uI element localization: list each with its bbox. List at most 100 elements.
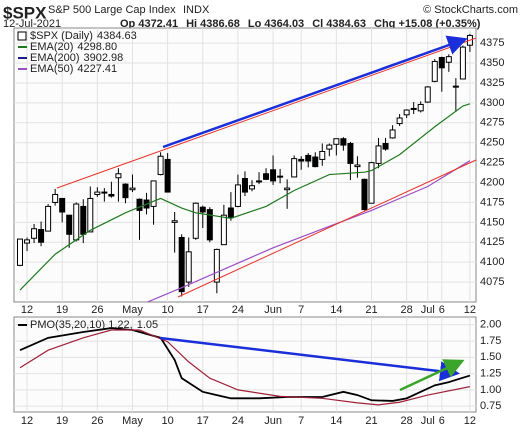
candle-body: [319, 150, 326, 160]
y-tick-label: 2.00: [480, 319, 501, 331]
legend-swatch: [17, 31, 27, 41]
candle-body: [256, 180, 263, 183]
x-tick-label: 24: [232, 304, 244, 316]
y-tick-label: 4250: [480, 137, 504, 149]
candle-body: [389, 129, 396, 139]
annotations: [56, 35, 477, 392]
date: 12-Jul-2021: [3, 18, 61, 30]
legend-value: 4227.41: [77, 63, 117, 75]
pmo-plot: 0.75 1.00 1.25 1.50 1.75 2.00 12 19 26 May 10 17 24 J…: [14, 317, 501, 427]
legend-label: PMO(35,20,10) 1.22,: [30, 319, 133, 331]
x-tick-label: 17: [197, 304, 209, 316]
x-tick-label: Jun: [264, 304, 282, 316]
quote-item: Cl 4384.63: [312, 18, 366, 30]
candle-body: [164, 158, 171, 193]
x-tick-label: 17: [197, 415, 209, 427]
ema-line: [19, 103, 471, 291]
candle-body: [438, 56, 445, 69]
candle-body: [305, 154, 312, 162]
quote-item: Chg +15.08 (+0.35%): [374, 18, 481, 30]
candle-body: [298, 158, 305, 162]
legend-label: $SPX (Daily): [30, 30, 93, 42]
x-tick-label: 21: [365, 415, 377, 427]
legend-value: 1.05: [137, 319, 158, 331]
quote-item: Lo 4364.03: [248, 18, 304, 30]
pmo-panel: [13, 316, 477, 413]
pmo-line: [19, 329, 471, 406]
x-tick-label: 14: [330, 304, 342, 316]
candle-body: [122, 183, 129, 199]
x-tick-label: Jun: [264, 415, 282, 427]
pmo-line: [19, 327, 471, 402]
candle-body: [17, 238, 23, 266]
candle-body: [80, 205, 87, 235]
candle-body: [291, 158, 298, 178]
x-tick-label: 14: [330, 415, 342, 427]
symbol: $SPX: [3, 3, 47, 22]
x-tick-label: 19: [56, 304, 68, 316]
legend: $SPX (Daily) 4384.63 EMA(20) 4298.80EMA(200…: [17, 30, 158, 331]
candle-body: [396, 117, 403, 125]
candle-body: [115, 173, 122, 179]
y-tick-label: 1.75: [480, 335, 501, 347]
candle-body: [38, 229, 45, 243]
y-tick-label: 1.25: [480, 368, 501, 380]
x-tick-label: 26: [91, 415, 103, 427]
x-tick-label: 7: [298, 415, 304, 427]
y-tick-label: 4200: [480, 176, 504, 188]
candle-body: [410, 107, 417, 110]
quote-row: Op 4372.41 Hi 4386.68 Lo 4364.03 Cl 4384.63…: [120, 18, 481, 30]
y-tick-label: 4375: [480, 37, 504, 49]
arrow: [162, 35, 468, 149]
candle-body: [382, 142, 389, 150]
candle-body: [101, 191, 108, 194]
legend-label: EMA(50): [30, 63, 73, 75]
x-tick-label: 12: [21, 304, 33, 316]
candle-body: [87, 197, 94, 233]
x-tick-label: 19: [56, 415, 68, 427]
x-tick-label: May: [122, 304, 143, 316]
candle-body: [459, 46, 466, 80]
candle-body: [417, 103, 424, 112]
candle-body: [206, 209, 213, 241]
x-tick-label: 10: [162, 415, 174, 427]
candle-body: [326, 144, 333, 150]
trend-line: [177, 159, 477, 298]
candle-body: [171, 220, 178, 223]
candle-body: [403, 109, 410, 116]
candle-body: [241, 178, 248, 193]
candle-body: [445, 56, 452, 63]
candle-body: [94, 191, 101, 195]
legend-value: 4298.80: [77, 41, 117, 53]
x-tick-label: 12: [464, 304, 476, 316]
x-tick-label: 24: [232, 415, 244, 427]
y-tick-label: 4300: [480, 97, 504, 109]
trend-line: [56, 37, 477, 189]
candle-body: [277, 175, 284, 178]
candle-body: [199, 206, 206, 213]
x-tick-label: 28: [401, 304, 413, 316]
line-group: [19, 327, 471, 406]
candle-body: [368, 162, 375, 204]
candle-body: [375, 145, 382, 164]
candle-body: [192, 202, 199, 239]
candle-body: [31, 228, 38, 239]
candle-body: [129, 187, 136, 191]
line-group: [19, 103, 471, 302]
candle-body: [227, 207, 234, 219]
x-tick-label: 26: [91, 304, 103, 316]
x-tick-label: 28: [401, 415, 413, 427]
x-tick-label: 21: [365, 304, 377, 316]
y-tick-label: 4350: [480, 57, 504, 69]
index-name: S&P 500 Large Cap Index: [48, 4, 176, 16]
candle-body: [263, 173, 270, 180]
price-panel: [13, 27, 477, 303]
candle-body: [185, 251, 192, 283]
x-tick-label: May: [122, 415, 143, 427]
candle-body: [24, 239, 31, 244]
x-tick-label: 10: [162, 304, 174, 316]
candle-body: [234, 184, 241, 207]
candle-body: [347, 142, 354, 164]
candle-body: [361, 178, 368, 211]
candle-body: [424, 86, 431, 103]
